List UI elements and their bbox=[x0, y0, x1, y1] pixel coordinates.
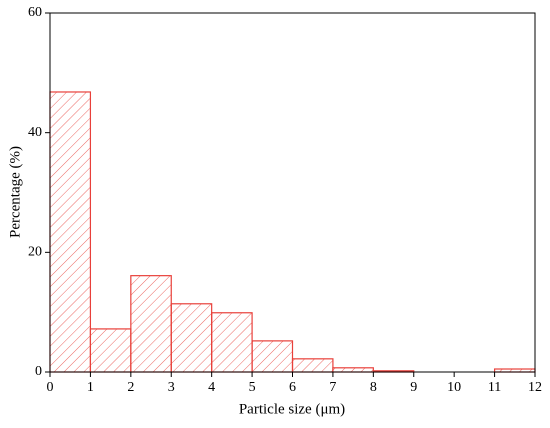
x-tick-label: 7 bbox=[329, 380, 336, 395]
y-tick-label: 20 bbox=[28, 245, 42, 260]
y-tick-label: 40 bbox=[28, 125, 42, 140]
y-tick-label: 0 bbox=[35, 364, 42, 379]
bar bbox=[251, 340, 294, 373]
x-tick-label: 1 bbox=[87, 380, 94, 395]
plot-frame bbox=[49, 12, 536, 373]
x-axis-label: Particle size (μm) bbox=[239, 401, 345, 417]
x-tick-label: 8 bbox=[370, 380, 377, 395]
bar bbox=[211, 312, 253, 373]
x-tick-label: 0 bbox=[47, 380, 54, 395]
x-tick-label: 11 bbox=[488, 380, 501, 395]
x-tick-label: 2 bbox=[127, 380, 134, 395]
x-tick-label: 9 bbox=[410, 380, 417, 395]
bar bbox=[332, 367, 374, 373]
bar bbox=[89, 328, 132, 373]
x-tick-label: 5 bbox=[249, 380, 256, 395]
x-tick-label: 3 bbox=[168, 380, 175, 395]
bar bbox=[291, 358, 334, 373]
y-axis-label: Percentage (%) bbox=[7, 146, 23, 238]
x-tick-label: 10 bbox=[447, 380, 461, 395]
x-tick-label: 6 bbox=[289, 380, 296, 395]
x-tick-label: 4 bbox=[208, 380, 215, 395]
bar bbox=[49, 91, 92, 373]
bar bbox=[170, 303, 213, 373]
x-tick-label: 12 bbox=[528, 380, 542, 395]
bar bbox=[130, 275, 172, 373]
y-tick-label: 60 bbox=[28, 5, 42, 20]
